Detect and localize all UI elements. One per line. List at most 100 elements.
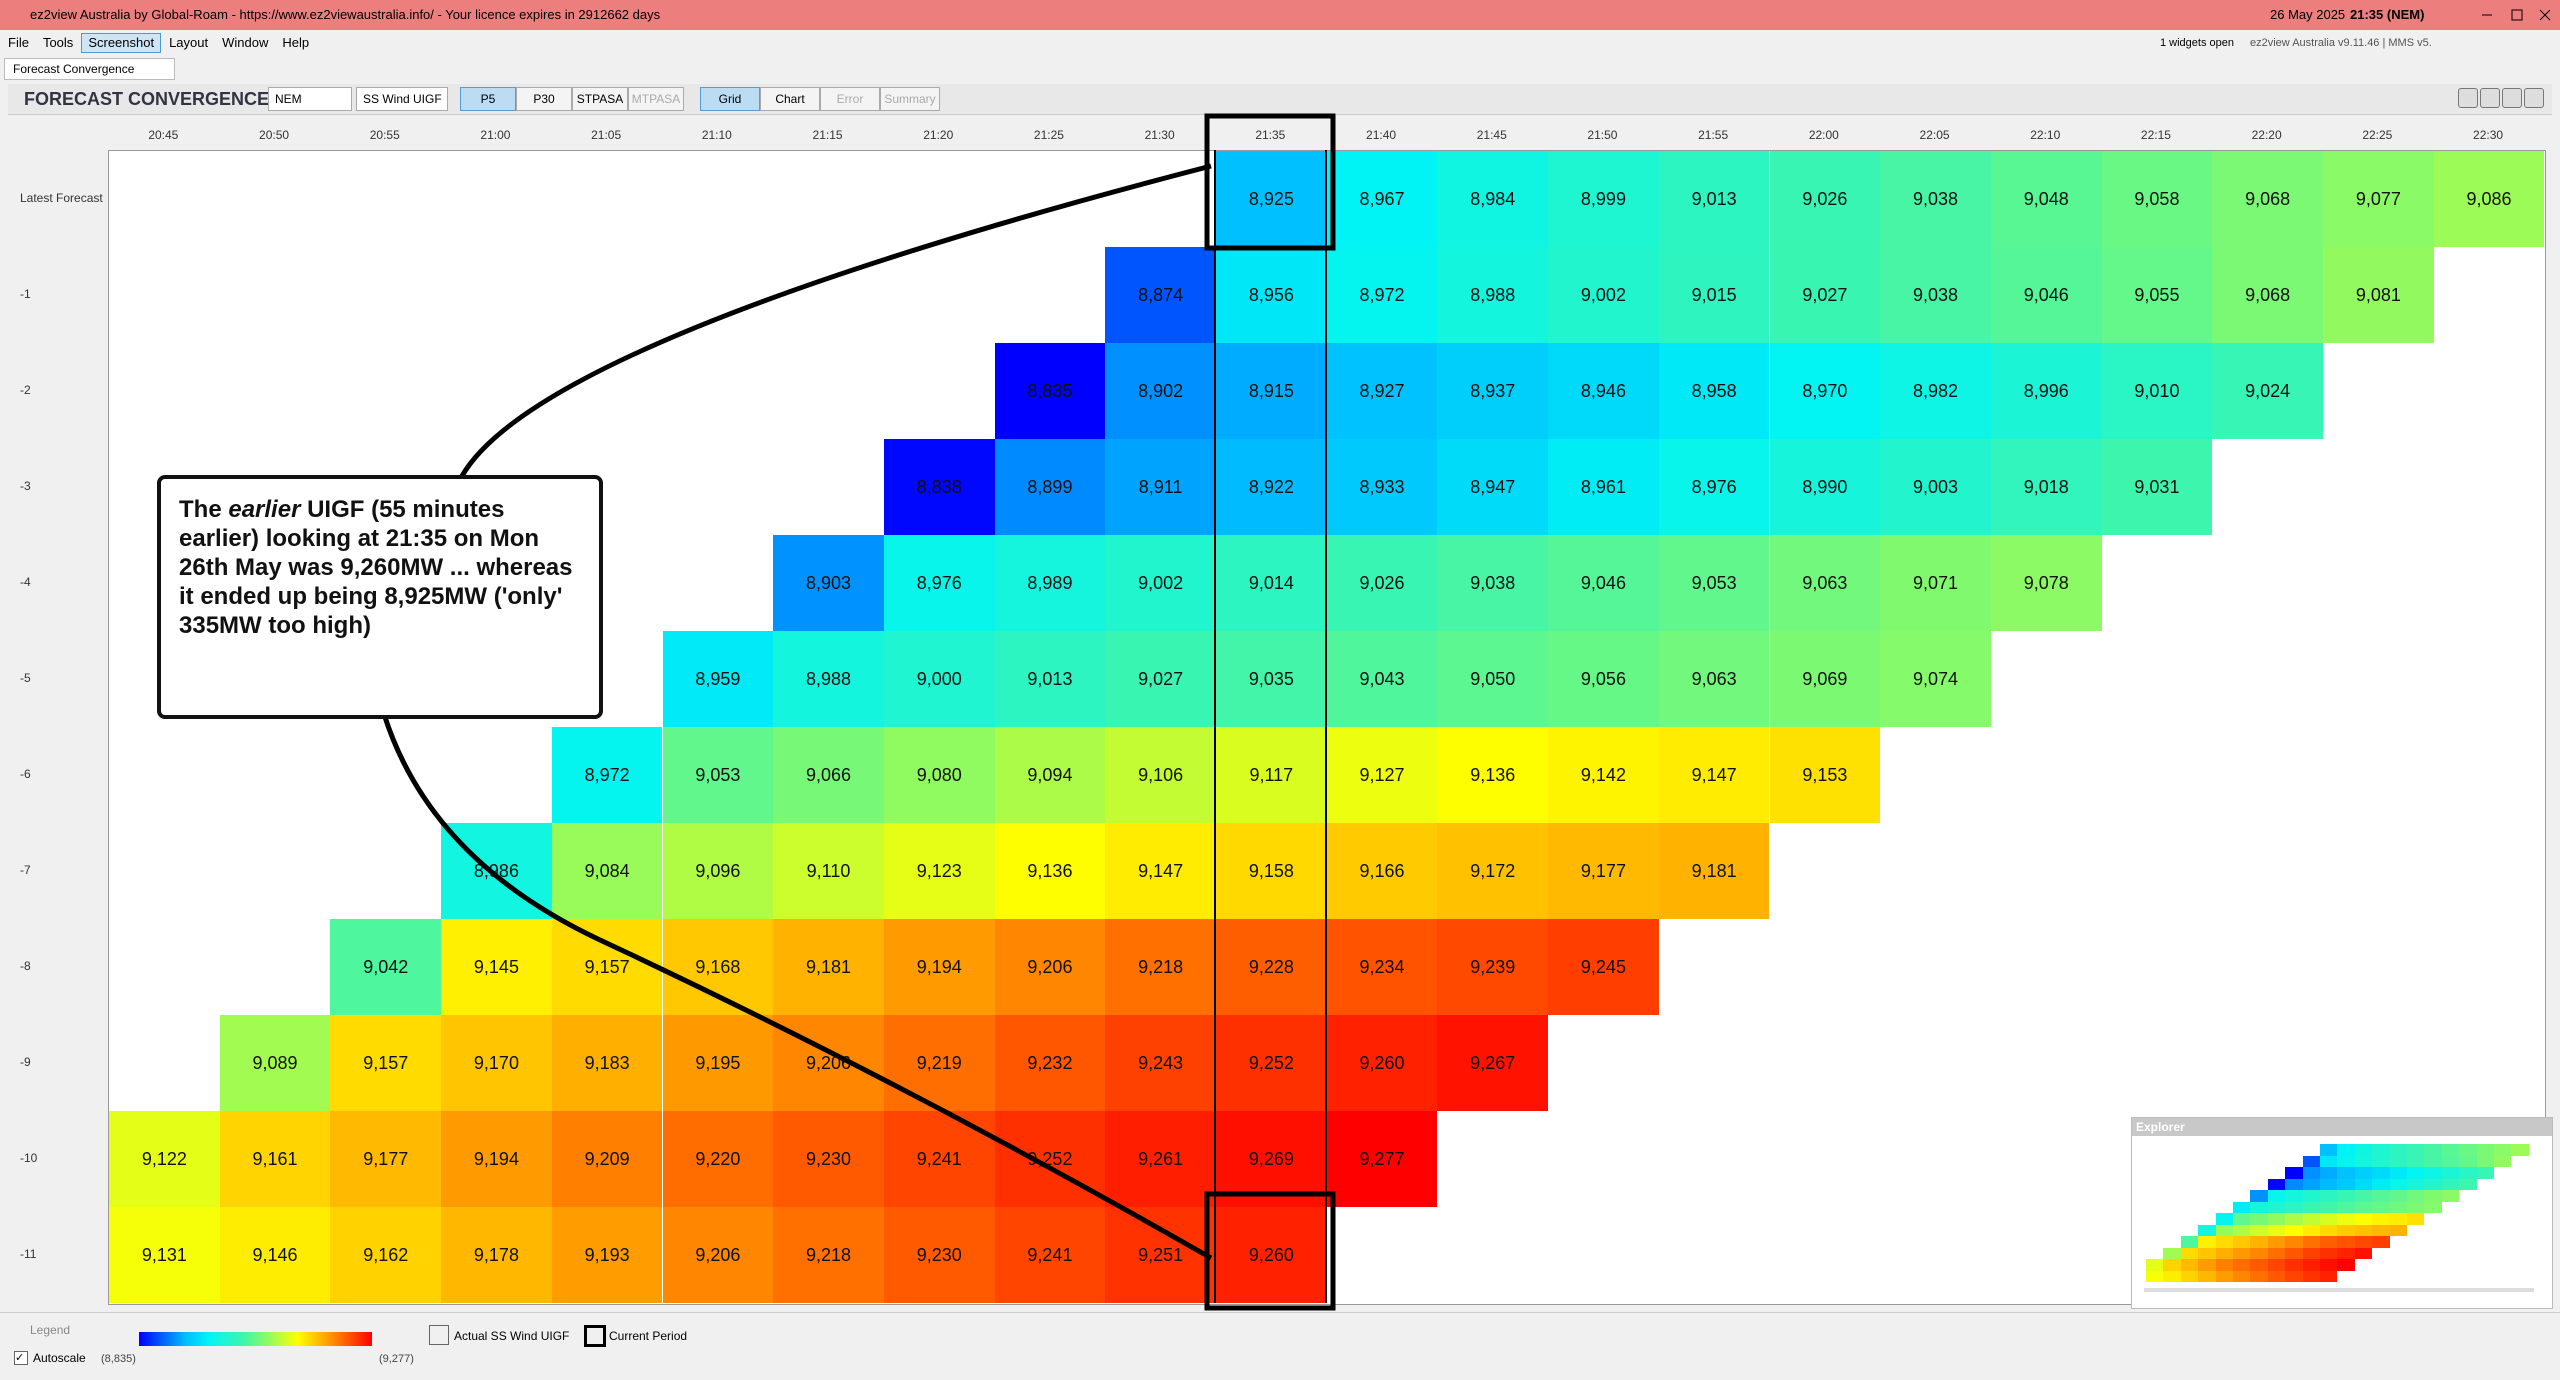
heat-cell: 8,911 — [1105, 439, 1216, 535]
column-header: 21:30 — [1144, 128, 1175, 142]
tab[interactable]: Forecast Convergence — [4, 58, 176, 80]
mini-cell — [2320, 1167, 2338, 1179]
menu-item[interactable]: Screenshot — [81, 33, 162, 53]
mini-cell — [2354, 1155, 2373, 1167]
mini-cell — [2250, 1247, 2268, 1259]
heat-cell: 8,933 — [1326, 439, 1438, 535]
mini-cell — [2354, 1236, 2373, 1248]
mini-cell — [2233, 1236, 2251, 1248]
autoscale-label[interactable]: Autoscale — [33, 1351, 86, 1365]
mini-cell — [2198, 1259, 2216, 1271]
tool-icon[interactable] — [2502, 88, 2522, 108]
mini-cell — [2354, 1144, 2373, 1156]
heat-cell: 9,117 — [1216, 727, 1327, 823]
row-label: -5 — [20, 671, 31, 685]
heat-cell: 9,252 — [994, 1111, 1106, 1207]
heat-cell: 8,958 — [1658, 343, 1770, 439]
menu-item[interactable]: File — [8, 35, 29, 50]
tool-icon[interactable] — [2458, 88, 2478, 108]
heat-cell: 9,038 — [1880, 247, 1991, 343]
mini-cell — [2372, 1167, 2390, 1179]
legend-min: (8,835) — [101, 1353, 136, 1365]
row-label: -8 — [20, 959, 31, 973]
mini-cell — [2302, 1201, 2320, 1213]
heat-cell: 9,195 — [662, 1015, 774, 1111]
horizon-button[interactable]: P5 — [460, 87, 516, 111]
mini-cell — [2441, 1167, 2460, 1179]
heat-cell: 9,243 — [1105, 1015, 1216, 1111]
mini-cell — [2285, 1224, 2303, 1236]
mini-cell — [2215, 1224, 2233, 1236]
heat-cell: 9,071 — [1880, 535, 1991, 631]
horizon-button[interactable]: STPASA — [572, 87, 628, 111]
explorer-scroll[interactable] — [2144, 1288, 2534, 1292]
view-button[interactable]: Summary — [880, 87, 940, 111]
heat-cell: 9,177 — [1548, 823, 1659, 919]
column-header: 20:45 — [148, 128, 179, 142]
tool-icon[interactable] — [2480, 88, 2500, 108]
tool-icon[interactable] — [2524, 88, 2544, 108]
window-controls[interactable] — [2440, 0, 2560, 30]
widget-title: FORECAST CONVERGENCE — [24, 89, 270, 109]
mini-cell — [2198, 1247, 2216, 1259]
time[interactable]: 21:35 (NEM) — [2350, 7, 2425, 22]
heat-cell: 9,094 — [994, 727, 1106, 823]
mini-cell — [2354, 1224, 2373, 1236]
heat-cell: 9,269 — [1216, 1111, 1327, 1207]
mini-cell — [2285, 1190, 2303, 1202]
mini-cell — [2180, 1236, 2199, 1248]
legend-item: Current Period — [609, 1329, 688, 1343]
heat-cell: 9,157 — [551, 919, 663, 1015]
mini-cell — [2302, 1155, 2320, 1167]
window-title: ez2view Australia by Global-Roam - https… — [30, 7, 661, 22]
menu-item[interactable]: Help — [282, 35, 310, 50]
mini-cell — [2320, 1270, 2338, 1282]
mini-cell — [2424, 1190, 2442, 1202]
column-header: 21:15 — [812, 128, 843, 142]
column-header: 20:50 — [259, 128, 290, 142]
heat-cell: 9,000 — [883, 631, 995, 727]
menu-item[interactable]: Window — [222, 35, 269, 50]
menu-item[interactable]: Tools — [42, 35, 74, 50]
heat-cell: 9,241 — [883, 1111, 995, 1207]
legend-title: Legend — [30, 1323, 71, 1337]
heat-cell: 9,131 — [109, 1207, 220, 1303]
view-button[interactable]: Chart — [760, 87, 820, 111]
heat-cell: 8,989 — [994, 535, 1106, 631]
mini-cell — [2285, 1178, 2303, 1190]
column-header: 22:00 — [1808, 128, 1839, 142]
mini-cell — [2337, 1178, 2355, 1190]
heat-cell: 9,161 — [219, 1111, 331, 1207]
heat-cell: 9,181 — [773, 919, 884, 1015]
mini-cell — [2424, 1155, 2442, 1167]
mini-cell — [2320, 1144, 2338, 1156]
mini-cell — [2372, 1236, 2390, 1248]
column-header: 21:40 — [1366, 128, 1397, 142]
heat-cell: 9,026 — [1326, 535, 1438, 631]
menu-item[interactable]: Layout — [169, 35, 209, 50]
heat-cell: 9,181 — [1658, 823, 1770, 919]
heat-cell: 8,922 — [1216, 439, 1327, 535]
heat-cell: 9,168 — [662, 919, 774, 1015]
region-select[interactable]: NEM — [268, 87, 352, 111]
mini-cell — [2372, 1178, 2390, 1190]
heat-cell: 9,170 — [441, 1015, 552, 1111]
view-button[interactable]: Grid — [700, 87, 760, 111]
mini-cell — [2494, 1144, 2512, 1156]
row-label: -11 — [20, 1247, 37, 1261]
heat-cell: 8,967 — [1326, 151, 1438, 247]
mini-cell — [2233, 1247, 2251, 1259]
mini-cell — [2285, 1247, 2303, 1259]
measure-select[interactable]: SS Wind UIGF — [356, 87, 448, 111]
mini-cell — [2267, 1224, 2286, 1236]
horizon-button[interactable]: P30 — [516, 87, 572, 111]
mini-cell — [2198, 1224, 2216, 1236]
mini-cell — [2407, 1213, 2425, 1225]
mini-cell — [2233, 1270, 2251, 1282]
horizon-button[interactable]: MTPASA — [628, 87, 684, 111]
view-button[interactable]: Error — [820, 87, 880, 111]
mini-cell — [2476, 1144, 2494, 1156]
autoscale-checkbox[interactable]: ✓ — [14, 1351, 28, 1365]
mini-cell — [2302, 1190, 2320, 1202]
